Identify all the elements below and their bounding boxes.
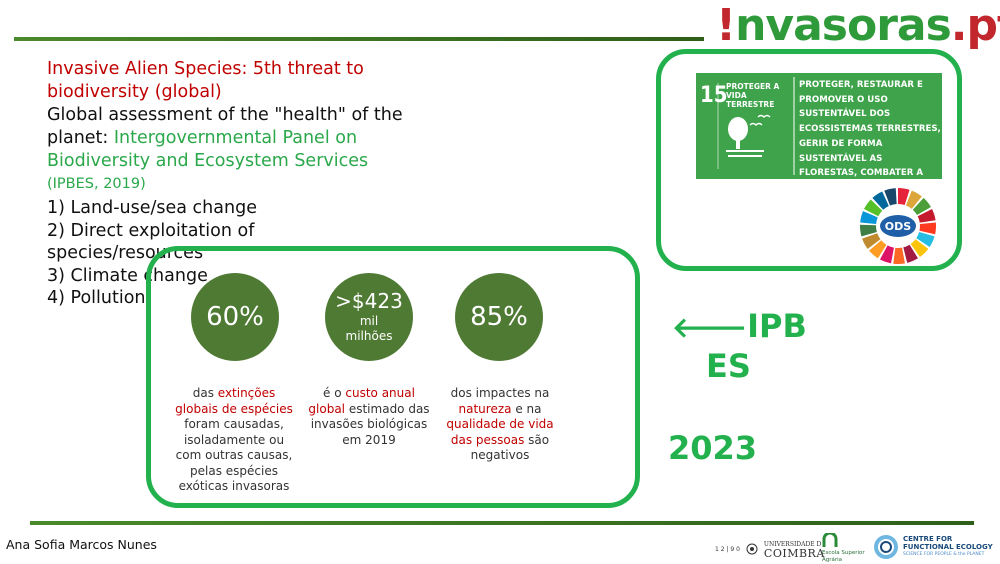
list-item: 4) Pollution (47, 288, 146, 308)
uc-years: 1 2 | 9 0 (715, 545, 740, 553)
tree-icon (717, 77, 795, 175)
stat-value: >$423 (335, 289, 403, 313)
ipbes-line2: ES (706, 347, 751, 385)
invasoras-logo[interactable]: !nvasoras.pt (716, 0, 1000, 52)
ipbes-citation: (IPBES, 2019) (47, 176, 146, 192)
sdg-wheel-segment (903, 244, 919, 263)
logo-bang: ! (716, 0, 736, 51)
caption-fragment: extinções globais de espécies (175, 386, 293, 416)
sdg-wheel-segment (860, 211, 878, 224)
caption-fragment: estimado das invasões biológicas em 2019 (310, 401, 430, 447)
esa-line1: Escola Superior (822, 550, 865, 556)
caption-fragment: custo anual global (308, 386, 415, 416)
author-name: Ana Sofia Marcos Nunes (6, 537, 157, 552)
ipbes-line1: IPB (747, 307, 807, 345)
uc-logo: 1 2 | 9 0 UNIVERSIDADE D COIMBRA (715, 540, 825, 560)
sdg-wheel-segment (916, 232, 935, 248)
esa-logo: Escola Superior Agrária (822, 531, 866, 564)
sdg-wheel-icon: ODS (860, 188, 936, 264)
stat-caption-impacts: dos impactes na natureza e na qualidade … (446, 386, 554, 464)
sdg-wheel-segment (893, 247, 905, 264)
sdg-number: 15 (700, 83, 728, 108)
caption-fragment: das (192, 386, 218, 400)
caption-fragment: é o (323, 386, 346, 400)
stat-circle-extinctions: 60% (191, 273, 279, 361)
sdg-wheel-segment (919, 222, 936, 235)
ipbes-arrow-label: 🡐IPB (672, 306, 807, 348)
sdg-wheel-segment (872, 191, 889, 210)
sdg-wheel-segment (917, 209, 936, 223)
cfe-line3: SCIENCE FOR PEOPLE & the PLANET (903, 552, 985, 557)
stat-value: 85% (470, 302, 528, 332)
bottom-divider (30, 521, 974, 525)
uc-line2: COIMBRA (763, 547, 825, 560)
caption-fragment: dos impactes na (450, 386, 550, 400)
stats-panel (146, 246, 640, 508)
stat-value: 60% (206, 302, 264, 332)
sdg-wheel-segment (912, 197, 931, 216)
sdg15-card (696, 73, 942, 179)
global-assessment: Global assessment of the "health" of the… (47, 104, 437, 173)
logo-name: nvasoras (735, 0, 952, 51)
top-divider (14, 37, 704, 41)
caption-fragment: são negativos (470, 432, 550, 463)
stat-circle-impacts: 85% (455, 273, 543, 361)
cfe-line1: CENTRE FOR (903, 535, 953, 543)
sdg-wheel-segment (862, 233, 881, 249)
cfe-ring-icon (874, 535, 898, 559)
sdg-wheel-segment (905, 190, 922, 209)
cfe-logo: CENTRE FOR FUNCTIONAL ECOLOGY SCIENCE FO… (873, 534, 993, 560)
sdg-wheel-segment (884, 188, 897, 206)
sdg-wheel-segment (863, 199, 883, 217)
sdg-panel (656, 49, 962, 271)
list-item: 1) Land-use/sea change (47, 198, 257, 218)
caption-fragment: foram causadas, isoladamente ou com outr… (175, 417, 293, 493)
caption-fragment: e na (511, 401, 542, 416)
intro-text: Invasive Alien Species: 5th threat to bi… (47, 58, 437, 196)
cfe-line2: FUNCTIONAL ECOLOGY (903, 543, 993, 551)
global-text: Global assessment of the "health" of the… (47, 105, 403, 148)
stat-circle-cost: >$423 mil milhões (325, 273, 413, 361)
threat-heading: Invasive Alien Species: 5th threat to bi… (47, 59, 364, 102)
uc-line1: UNIVERSIDADE D (763, 541, 822, 548)
stat-unit: mil milhões (345, 314, 393, 343)
esa-arch-icon (822, 531, 838, 547)
logo-domain: .pt (950, 0, 1000, 51)
sdg-description: PROTEGER, RESTAURAR E PROMOVER O USO SUS… (799, 80, 941, 193)
sdg-wheel-segment (860, 224, 877, 237)
sdg-title: PROTEGER A VIDA TERRESTRE (726, 82, 780, 109)
stat-caption-cost: é o custo anual global estimado das inva… (308, 386, 430, 448)
sdg-wheel-segment (879, 245, 894, 264)
esa-line2: Agrária (822, 557, 843, 563)
year-label: 2023 (668, 429, 758, 467)
caption-fragment: qualidade de vida das pessoas (446, 417, 554, 447)
ods-label: ODS (885, 220, 911, 233)
arrow-left-icon: 🡐 (672, 311, 748, 344)
stat-caption-extinctions: das extinções globais de espécies foram … (170, 386, 298, 495)
sdg-wheel-segment (898, 188, 910, 206)
caption-fragment: natureza (458, 401, 512, 416)
sdg-wheel-segment (869, 240, 887, 259)
uc-seal-icon (746, 543, 758, 555)
ipbes-name: Intergovernmental Panel on Biodiversity … (47, 128, 369, 171)
sdg-wheel-segment (910, 239, 929, 258)
